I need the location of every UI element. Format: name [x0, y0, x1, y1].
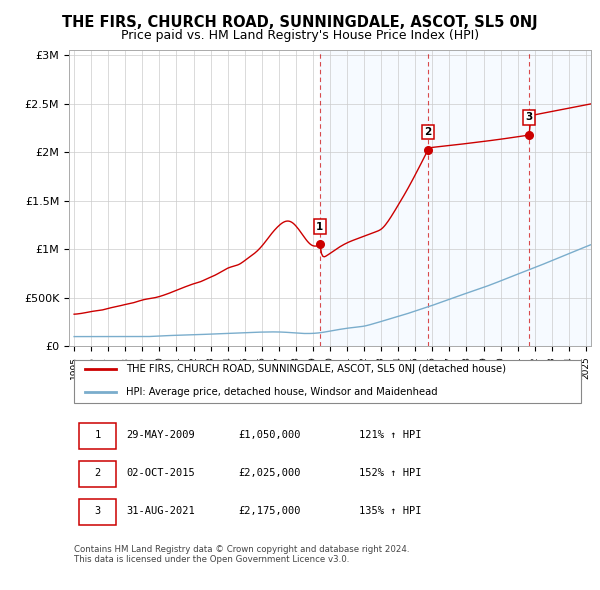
Text: 02-OCT-2015: 02-OCT-2015 [127, 468, 195, 478]
Text: Price paid vs. HM Land Registry's House Price Index (HPI): Price paid vs. HM Land Registry's House … [121, 30, 479, 42]
Text: 1: 1 [95, 430, 101, 440]
Bar [320, 50, 591, 346]
Text: THE FIRS, CHURCH ROAD, SUNNINGDALE, ASCOT, SL5 0NJ (detached house): THE FIRS, CHURCH ROAD, SUNNINGDALE, ASCO… [127, 364, 506, 374]
Text: THE FIRS, CHURCH ROAD, SUNNINGDALE, ASCOT, SL5 0NJ: THE FIRS, CHURCH ROAD, SUNNINGDALE, ASCO… [62, 15, 538, 30]
Text: 152% ↑ HPI: 152% ↑ HPI [359, 468, 421, 478]
Text: 2: 2 [424, 127, 432, 137]
Text: 135% ↑ HPI: 135% ↑ HPI [359, 506, 421, 516]
Text: 3: 3 [525, 113, 533, 123]
FancyBboxPatch shape [79, 423, 116, 449]
Text: 29-MAY-2009: 29-MAY-2009 [127, 430, 195, 440]
FancyBboxPatch shape [74, 360, 581, 403]
Text: 2: 2 [95, 468, 101, 478]
Text: Contains HM Land Registry data © Crown copyright and database right 2024.
This d: Contains HM Land Registry data © Crown c… [74, 545, 410, 564]
Text: £2,175,000: £2,175,000 [239, 506, 301, 516]
Text: £1,050,000: £1,050,000 [239, 430, 301, 440]
Text: 31-AUG-2021: 31-AUG-2021 [127, 506, 195, 516]
Text: HPI: Average price, detached house, Windsor and Maidenhead: HPI: Average price, detached house, Wind… [127, 386, 438, 396]
Text: £2,025,000: £2,025,000 [239, 468, 301, 478]
Text: 1: 1 [316, 222, 323, 232]
Text: 121% ↑ HPI: 121% ↑ HPI [359, 430, 421, 440]
FancyBboxPatch shape [79, 461, 116, 487]
FancyBboxPatch shape [79, 499, 116, 525]
Text: 3: 3 [95, 506, 101, 516]
